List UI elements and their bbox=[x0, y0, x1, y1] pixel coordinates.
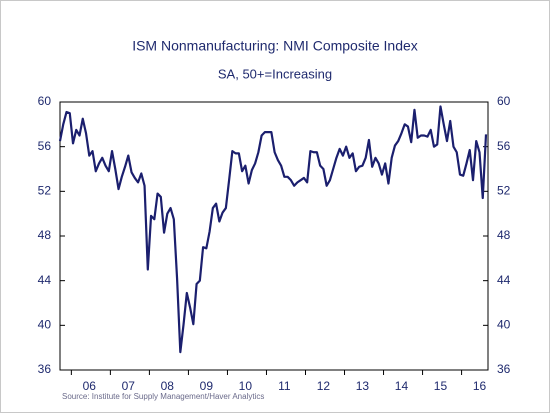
x-tick-label: 07 bbox=[122, 379, 136, 393]
y-tick-label: 44 bbox=[38, 273, 52, 287]
y2-tick-label: 48 bbox=[497, 228, 511, 242]
x-tick-label: 13 bbox=[356, 379, 370, 393]
y-tick-label: 40 bbox=[38, 318, 52, 332]
y-tick-label: 60 bbox=[38, 94, 52, 108]
x-tick-label: 16 bbox=[473, 379, 487, 393]
y2-tick-label: 40 bbox=[497, 318, 511, 332]
x-tick-label: 12 bbox=[317, 379, 331, 393]
y2-tick-label: 36 bbox=[497, 362, 511, 376]
x-tick-label: 09 bbox=[200, 379, 214, 393]
x-tick-label: 10 bbox=[239, 379, 253, 393]
y-tick-label: 56 bbox=[38, 139, 52, 153]
x-tick-label: 08 bbox=[161, 379, 175, 393]
x-tick-label: 06 bbox=[83, 379, 97, 393]
source-note: Source: Institute for Supply Management/… bbox=[62, 392, 264, 401]
x-tick-label: 15 bbox=[434, 379, 448, 393]
y2-tick-label: 56 bbox=[497, 139, 511, 153]
x-tick-label: 11 bbox=[278, 379, 291, 393]
y-tick-label: 48 bbox=[38, 228, 52, 242]
x-tick-label: 14 bbox=[395, 379, 409, 393]
y-tick-label: 36 bbox=[38, 362, 52, 376]
y-tick-label: 52 bbox=[38, 184, 52, 198]
data-line bbox=[58, 105, 488, 354]
y2-tick-label: 60 bbox=[497, 94, 511, 108]
y2-tick-label: 44 bbox=[497, 273, 511, 287]
chart-title: ISM Nonmanufacturing: NMI Composite Inde… bbox=[132, 38, 418, 54]
y2-tick-label: 52 bbox=[497, 184, 511, 198]
chart-subtitle: SA, 50+=Increasing bbox=[218, 66, 332, 81]
